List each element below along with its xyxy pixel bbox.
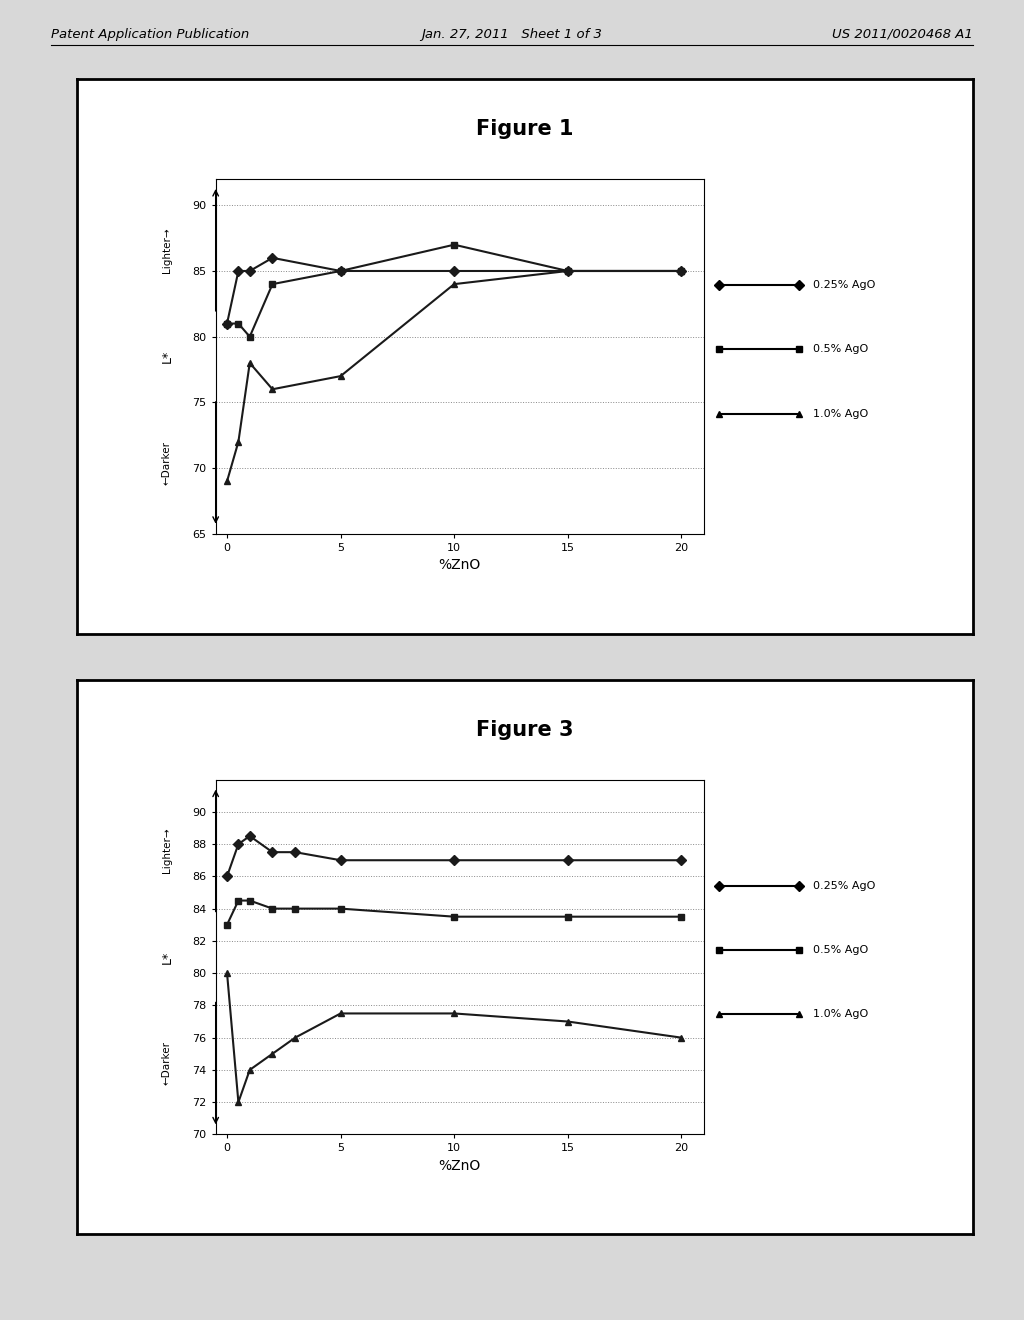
Text: 0.5% AgO: 0.5% AgO [813, 945, 868, 956]
Text: 1.0% AgO: 1.0% AgO [813, 1010, 868, 1019]
Text: Figure 3: Figure 3 [476, 719, 573, 739]
Text: Jan. 27, 2011   Sheet 1 of 3: Jan. 27, 2011 Sheet 1 of 3 [422, 28, 602, 41]
Text: Patent Application Publication: Patent Application Publication [51, 28, 250, 41]
Text: 0.25% AgO: 0.25% AgO [813, 880, 876, 891]
Text: 1.0% AgO: 1.0% AgO [813, 409, 868, 418]
Text: 0.5% AgO: 0.5% AgO [813, 345, 868, 355]
Text: ←Darker: ←Darker [162, 1041, 172, 1085]
Text: US 2011/0020468 A1: US 2011/0020468 A1 [833, 28, 973, 41]
Text: L*: L* [161, 350, 173, 363]
Text: 0.25% AgO: 0.25% AgO [813, 280, 876, 290]
Text: Figure 1: Figure 1 [476, 119, 573, 139]
Text: L*: L* [161, 950, 173, 964]
X-axis label: %ZnO: %ZnO [438, 1159, 481, 1173]
Text: Lighter→: Lighter→ [162, 227, 172, 273]
Text: ←Darker: ←Darker [162, 441, 172, 484]
Text: Lighter→: Lighter→ [162, 828, 172, 874]
X-axis label: %ZnO: %ZnO [438, 558, 481, 573]
